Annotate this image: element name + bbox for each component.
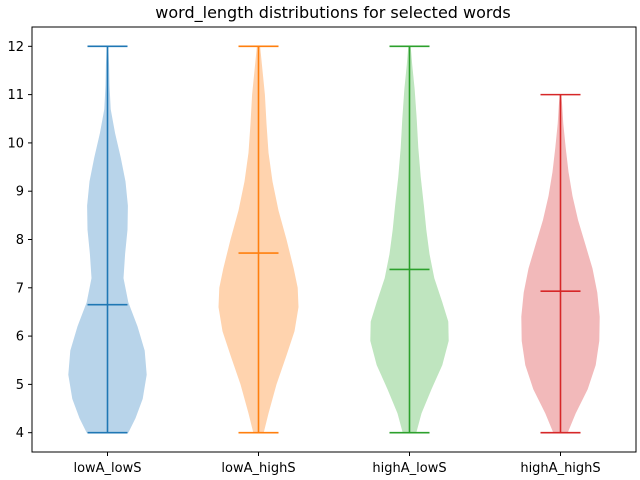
y-tick-label: 4 <box>16 426 24 441</box>
x-tick-label: lowA_highS <box>221 461 295 476</box>
y-tick-label: 7 <box>16 281 24 296</box>
y-tick-label: 9 <box>16 185 24 200</box>
y-tick-label: 10 <box>7 136 24 151</box>
x-tick-label: highA_highS <box>520 461 600 476</box>
chart-title: word_length distributions for selected w… <box>155 3 510 23</box>
y-tick-label: 12 <box>7 40 24 55</box>
plot-frame <box>31 26 637 453</box>
x-axis: lowA_lowS lowA_highS highA_lowS highA_highS <box>73 452 601 476</box>
y-tick-label: 5 <box>16 378 24 393</box>
x-tick-label: lowA_lowS <box>73 461 141 476</box>
y-axis: 4 5 6 7 8 9 10 11 12 <box>7 40 32 441</box>
y-tick-label: 11 <box>7 88 24 103</box>
x-tick-label: highA_lowS <box>372 461 446 476</box>
violin-group <box>68 45 600 434</box>
y-tick-label: 8 <box>16 233 24 248</box>
y-tick-label: 6 <box>16 330 24 345</box>
